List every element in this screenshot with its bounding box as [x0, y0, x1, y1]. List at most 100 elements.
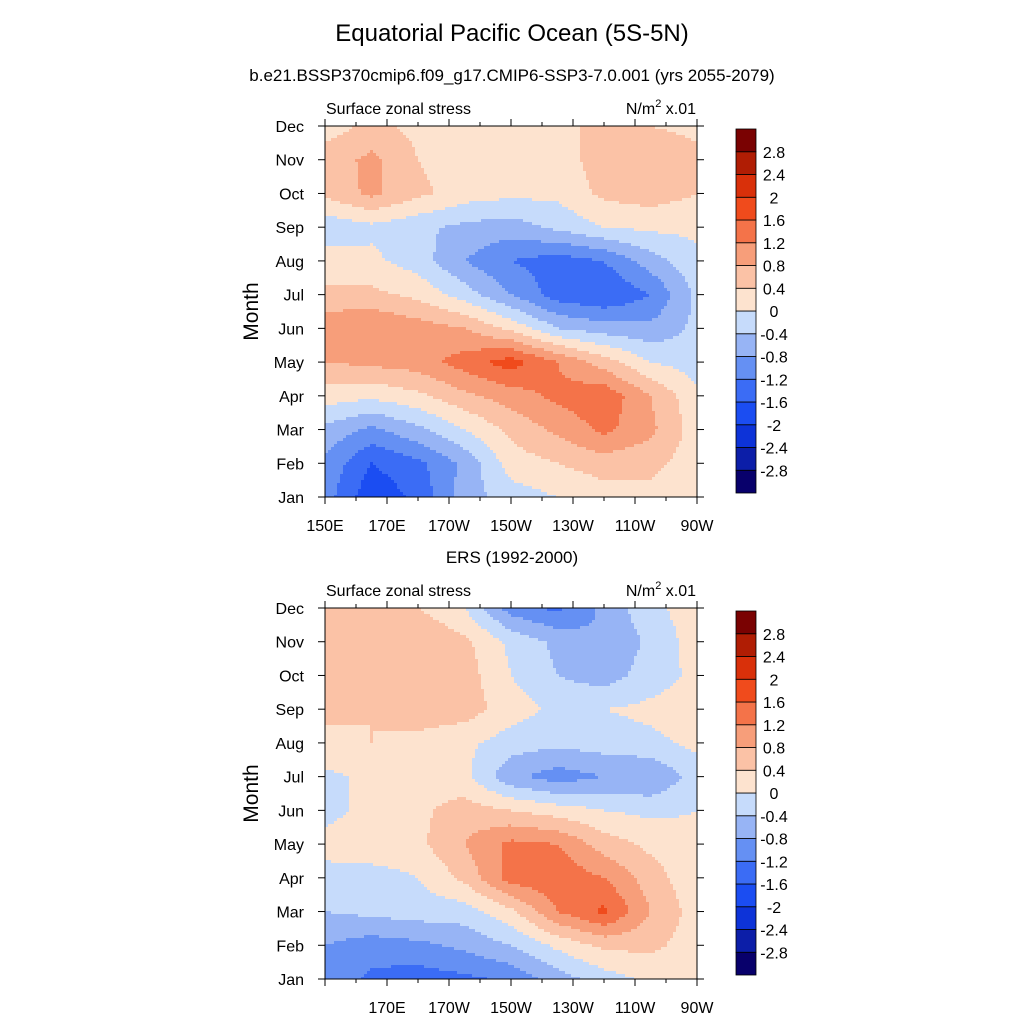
colorbar-label: -0.4	[760, 809, 788, 826]
units-label: N/m2 x.01	[626, 98, 696, 118]
y-tick-label: Nov	[276, 635, 304, 652]
colorbar-bin	[735, 860, 757, 885]
colorbar-label: 2.8	[763, 145, 785, 162]
second-panel-title: ERS (1992-2000)	[0, 548, 1024, 568]
colorbar-label: 0	[770, 786, 779, 803]
y-tick-label: Jan	[278, 490, 304, 507]
x-tick-label: 110W	[615, 518, 657, 535]
colorbar-bin	[735, 128, 757, 153]
contour-field	[325, 608, 697, 979]
x-tick-label: 150W	[490, 518, 533, 535]
colorbar: -2.8 -2.4 -2 -1.6 -1.2 -0.8 -0.4 0 0.4 0.8 1.2 1.6 2…	[735, 610, 788, 976]
contour-field	[325, 126, 697, 497]
y-tick-label: Jun	[278, 803, 304, 820]
y-tick-label: Aug	[276, 736, 304, 753]
colorbar-bin	[735, 929, 757, 953]
y-tick-label: Dec	[276, 601, 304, 618]
colorbar-label: 1.6	[763, 695, 785, 712]
colorbar-label: -2	[767, 900, 781, 917]
y-tick-label: May	[274, 837, 304, 854]
y-tick-label: May	[274, 355, 304, 372]
units-label: N/m2 x.01	[626, 580, 696, 600]
y-tick-label: Feb	[276, 938, 304, 955]
y-axis-label: Month	[240, 282, 263, 340]
colorbar-label: -1.6	[760, 395, 788, 412]
colorbar-label: -0.4	[760, 327, 788, 344]
colorbar-label: -1.2	[760, 854, 788, 871]
y-tick-label: Aug	[276, 254, 304, 271]
colorbar-label: 2	[770, 190, 779, 207]
colorbar-label: -2.4	[760, 923, 788, 940]
colorbar-label: 0.8	[763, 259, 785, 276]
colorbar-label: 2.8	[763, 627, 785, 644]
colorbar-bin	[735, 701, 757, 726]
y-tick-label: Sep	[276, 220, 305, 237]
colorbar-bin	[735, 815, 757, 839]
colorbar-bin	[735, 951, 757, 976]
x-tick-label: 150E	[306, 518, 343, 535]
colorbar-label: 1.2	[763, 718, 785, 735]
y-tick-label: Jan	[278, 972, 304, 989]
x-tick-label: 130W	[552, 1000, 595, 1017]
colorbar-bin	[735, 633, 757, 657]
colorbar-label: -0.8	[760, 350, 788, 367]
y-tick-label: Dec	[276, 119, 304, 136]
colorbar-bin	[735, 883, 757, 908]
colorbar-label: 0.4	[763, 281, 785, 298]
x-tick-label: 90W	[681, 518, 715, 535]
x-tick-label: 110W	[615, 1000, 657, 1017]
colorbar-label: 0	[770, 304, 779, 321]
colorbar-label: 0.4	[763, 763, 785, 780]
y-tick-label: Apr	[279, 871, 305, 888]
y-tick-label: Jul	[284, 288, 304, 305]
x-tick-label: 130W	[552, 518, 595, 535]
colorbar-bin	[735, 769, 757, 794]
colorbar-label: -1.2	[760, 372, 788, 389]
colorbar-bin	[735, 678, 757, 703]
x-tick-label: 170W	[428, 1000, 471, 1017]
colorbar-label: -2.8	[760, 945, 788, 962]
colorbar-label: 2.4	[763, 168, 785, 185]
y-tick-label: Apr	[279, 389, 305, 406]
colorbar-bin	[735, 838, 757, 862]
colorbar-label: -2.8	[760, 463, 788, 480]
colorbar-bin	[735, 747, 757, 771]
x-tick-label: 170E	[368, 1000, 405, 1017]
colorbar-label: -2.4	[760, 441, 788, 458]
y-tick-label: Oct	[279, 186, 304, 203]
x-tick-label: 170W	[428, 518, 471, 535]
y-tick-label: Jul	[284, 770, 304, 787]
colorbar-bin	[735, 792, 757, 817]
colorbar-label: 1.6	[763, 213, 785, 230]
colorbar-label: 2.4	[763, 650, 785, 667]
figure-title: Equatorial Pacific Ocean (5S-5N)	[0, 20, 1024, 48]
panel-title: Surface zonal stress	[326, 101, 471, 118]
colorbar-label: -1.6	[760, 877, 788, 894]
x-tick-label: 90W	[681, 1000, 715, 1017]
y-tick-label: Sep	[276, 702, 305, 719]
x-tick-label: 150W	[490, 1000, 533, 1017]
y-tick-label: Oct	[279, 668, 304, 685]
colorbar-label: 2	[770, 672, 779, 689]
y-tick-label: Feb	[276, 456, 304, 473]
colorbar-label: -0.8	[760, 832, 788, 849]
colorbar-bin	[735, 906, 757, 930]
y-tick-label: Mar	[276, 905, 304, 922]
colorbar-bin	[735, 610, 757, 635]
x-tick-label: 170E	[368, 518, 405, 535]
colorbar-label: 1.2	[763, 236, 785, 253]
colorbar-bin	[735, 656, 757, 680]
y-axis-label: Month	[240, 764, 263, 822]
y-tick-label: Mar	[276, 423, 304, 440]
colorbar-bin	[735, 724, 757, 748]
colorbar-label: 0.8	[763, 741, 785, 758]
y-tick-label: Jun	[278, 321, 304, 338]
y-tick-label: Nov	[276, 153, 304, 170]
panel-title: Surface zonal stress	[326, 583, 471, 600]
figure-subtitle: b.e21.BSSP370cmip6.f09_g17.CMIP6-SSP3-7.…	[0, 66, 1024, 86]
colorbar: -2.8 -2.4 -2 -1.6 -1.2 -0.8 -0.4 0 0.4 0.8 1.2 1.6 2…	[735, 128, 788, 494]
colorbar-label: -2	[767, 418, 781, 435]
